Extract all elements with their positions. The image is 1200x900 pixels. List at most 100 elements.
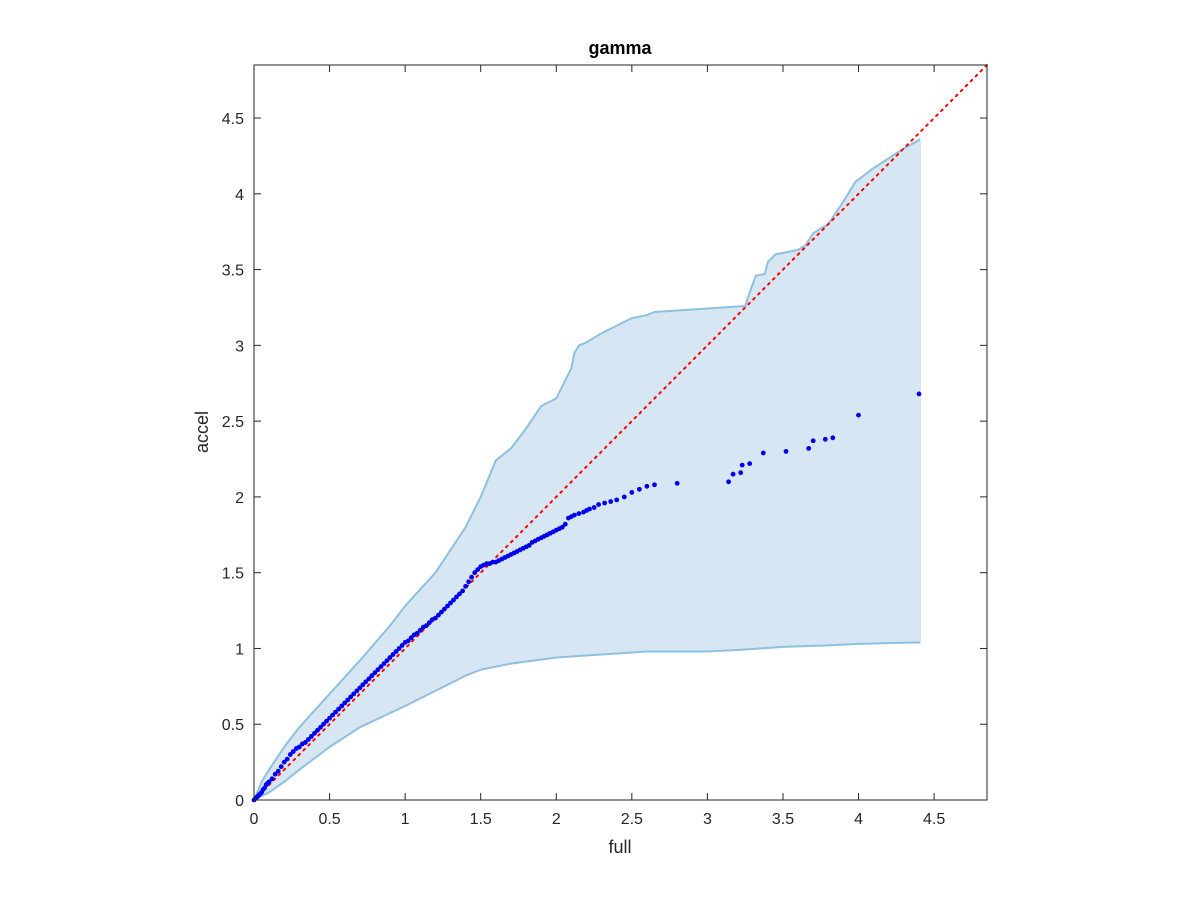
data-point bbox=[272, 771, 278, 777]
data-point bbox=[439, 609, 444, 615]
reference-line bbox=[253, 64, 988, 801]
axis-ticks: 0 0.5 1 1.5 2 2.5 3 3.5 4 4.5 0 0.5 1 1.5 2 2.5 3 3.5 4 4.5 bbox=[222, 64, 988, 828]
data-point bbox=[652, 482, 657, 488]
data-point bbox=[448, 600, 453, 606]
y-tick-label: 3.5 bbox=[222, 263, 244, 280]
data-point bbox=[269, 776, 275, 782]
data-point bbox=[360, 682, 366, 688]
data-point bbox=[526, 543, 532, 548]
data-point bbox=[760, 450, 766, 456]
data-point bbox=[830, 435, 836, 441]
data-point bbox=[306, 737, 311, 742]
x-tick-label: 0 bbox=[250, 811, 259, 828]
data-point bbox=[460, 588, 465, 594]
data-point bbox=[387, 655, 393, 660]
axes-frame bbox=[253, 64, 988, 801]
x-tick-label: 0.5 bbox=[318, 811, 340, 828]
data-point bbox=[327, 715, 332, 721]
data-point bbox=[399, 643, 405, 648]
y-tick-label: 1 bbox=[235, 641, 244, 658]
x-tick-label: 4.5 bbox=[923, 811, 945, 828]
data-point bbox=[451, 597, 456, 603]
data-point bbox=[384, 658, 390, 663]
x-tick-label: 3 bbox=[703, 811, 712, 828]
data-point bbox=[345, 697, 351, 703]
data-point bbox=[363, 679, 369, 685]
data-point bbox=[739, 462, 745, 468]
data-point bbox=[290, 749, 296, 754]
data-point bbox=[339, 703, 345, 709]
chart-title: gamma bbox=[588, 38, 652, 58]
data-point bbox=[381, 661, 387, 666]
data-point bbox=[591, 505, 597, 510]
data-point bbox=[822, 436, 828, 442]
data-point bbox=[324, 718, 329, 724]
data-point bbox=[405, 638, 411, 644]
x-axis-label: full bbox=[608, 837, 631, 857]
data-point bbox=[454, 594, 459, 600]
data-point bbox=[637, 486, 642, 492]
data-point bbox=[596, 502, 601, 507]
data-point bbox=[674, 480, 680, 486]
data-point bbox=[608, 499, 614, 504]
data-point bbox=[730, 471, 736, 477]
data-point bbox=[856, 412, 861, 418]
x-tick-label: 4 bbox=[854, 811, 863, 828]
x-tick-label: 3.5 bbox=[772, 811, 794, 828]
data-point bbox=[562, 521, 568, 527]
data-point bbox=[644, 483, 650, 489]
data-point bbox=[621, 494, 627, 500]
data-point bbox=[318, 724, 323, 730]
data-point bbox=[351, 691, 357, 697]
data-point bbox=[396, 646, 402, 651]
y-tick-label: 1.5 bbox=[222, 566, 244, 583]
plot-area bbox=[251, 64, 988, 803]
data-point bbox=[354, 688, 360, 694]
data-point bbox=[357, 685, 363, 691]
data-point bbox=[726, 479, 731, 485]
data-point bbox=[747, 461, 753, 466]
data-point bbox=[312, 730, 317, 736]
data-point bbox=[287, 752, 293, 757]
band-upper-edge bbox=[253, 138, 921, 801]
data-point bbox=[572, 512, 577, 518]
data-point bbox=[275, 768, 281, 774]
y-tick-label: 4 bbox=[235, 187, 244, 204]
y-tick-label: 3 bbox=[235, 338, 244, 355]
data-point bbox=[342, 700, 348, 706]
data-point bbox=[472, 570, 478, 576]
data-point bbox=[333, 709, 338, 715]
data-point bbox=[559, 524, 565, 530]
data-point bbox=[426, 620, 432, 626]
data-point bbox=[436, 612, 441, 618]
band-lower-edge bbox=[253, 641, 921, 801]
data-point bbox=[336, 706, 341, 712]
data-point bbox=[408, 635, 414, 641]
data-point bbox=[417, 627, 423, 633]
x-tick-label: 2 bbox=[552, 811, 561, 828]
data-point bbox=[576, 511, 582, 516]
x-tick-label: 1.5 bbox=[470, 811, 492, 828]
data-point bbox=[614, 497, 620, 503]
data-point bbox=[378, 664, 384, 669]
y-axis-label: accel bbox=[192, 411, 212, 453]
data-point bbox=[393, 649, 399, 654]
data-point bbox=[602, 500, 607, 506]
y-tick-label: 2 bbox=[235, 490, 244, 507]
data-point bbox=[423, 623, 429, 629]
data-point bbox=[466, 579, 471, 585]
data-point bbox=[296, 744, 302, 750]
data-point bbox=[810, 438, 816, 444]
y-tick-label: 0 bbox=[235, 793, 244, 810]
data-point bbox=[366, 676, 372, 682]
data-point bbox=[469, 574, 474, 580]
data-point bbox=[414, 630, 420, 636]
data-point bbox=[463, 583, 468, 589]
data-point bbox=[348, 694, 354, 700]
data-point bbox=[457, 591, 462, 597]
data-point bbox=[278, 764, 284, 770]
data-point bbox=[369, 673, 375, 679]
y-tick-label: 2.5 bbox=[222, 414, 244, 431]
data-point bbox=[303, 740, 308, 745]
